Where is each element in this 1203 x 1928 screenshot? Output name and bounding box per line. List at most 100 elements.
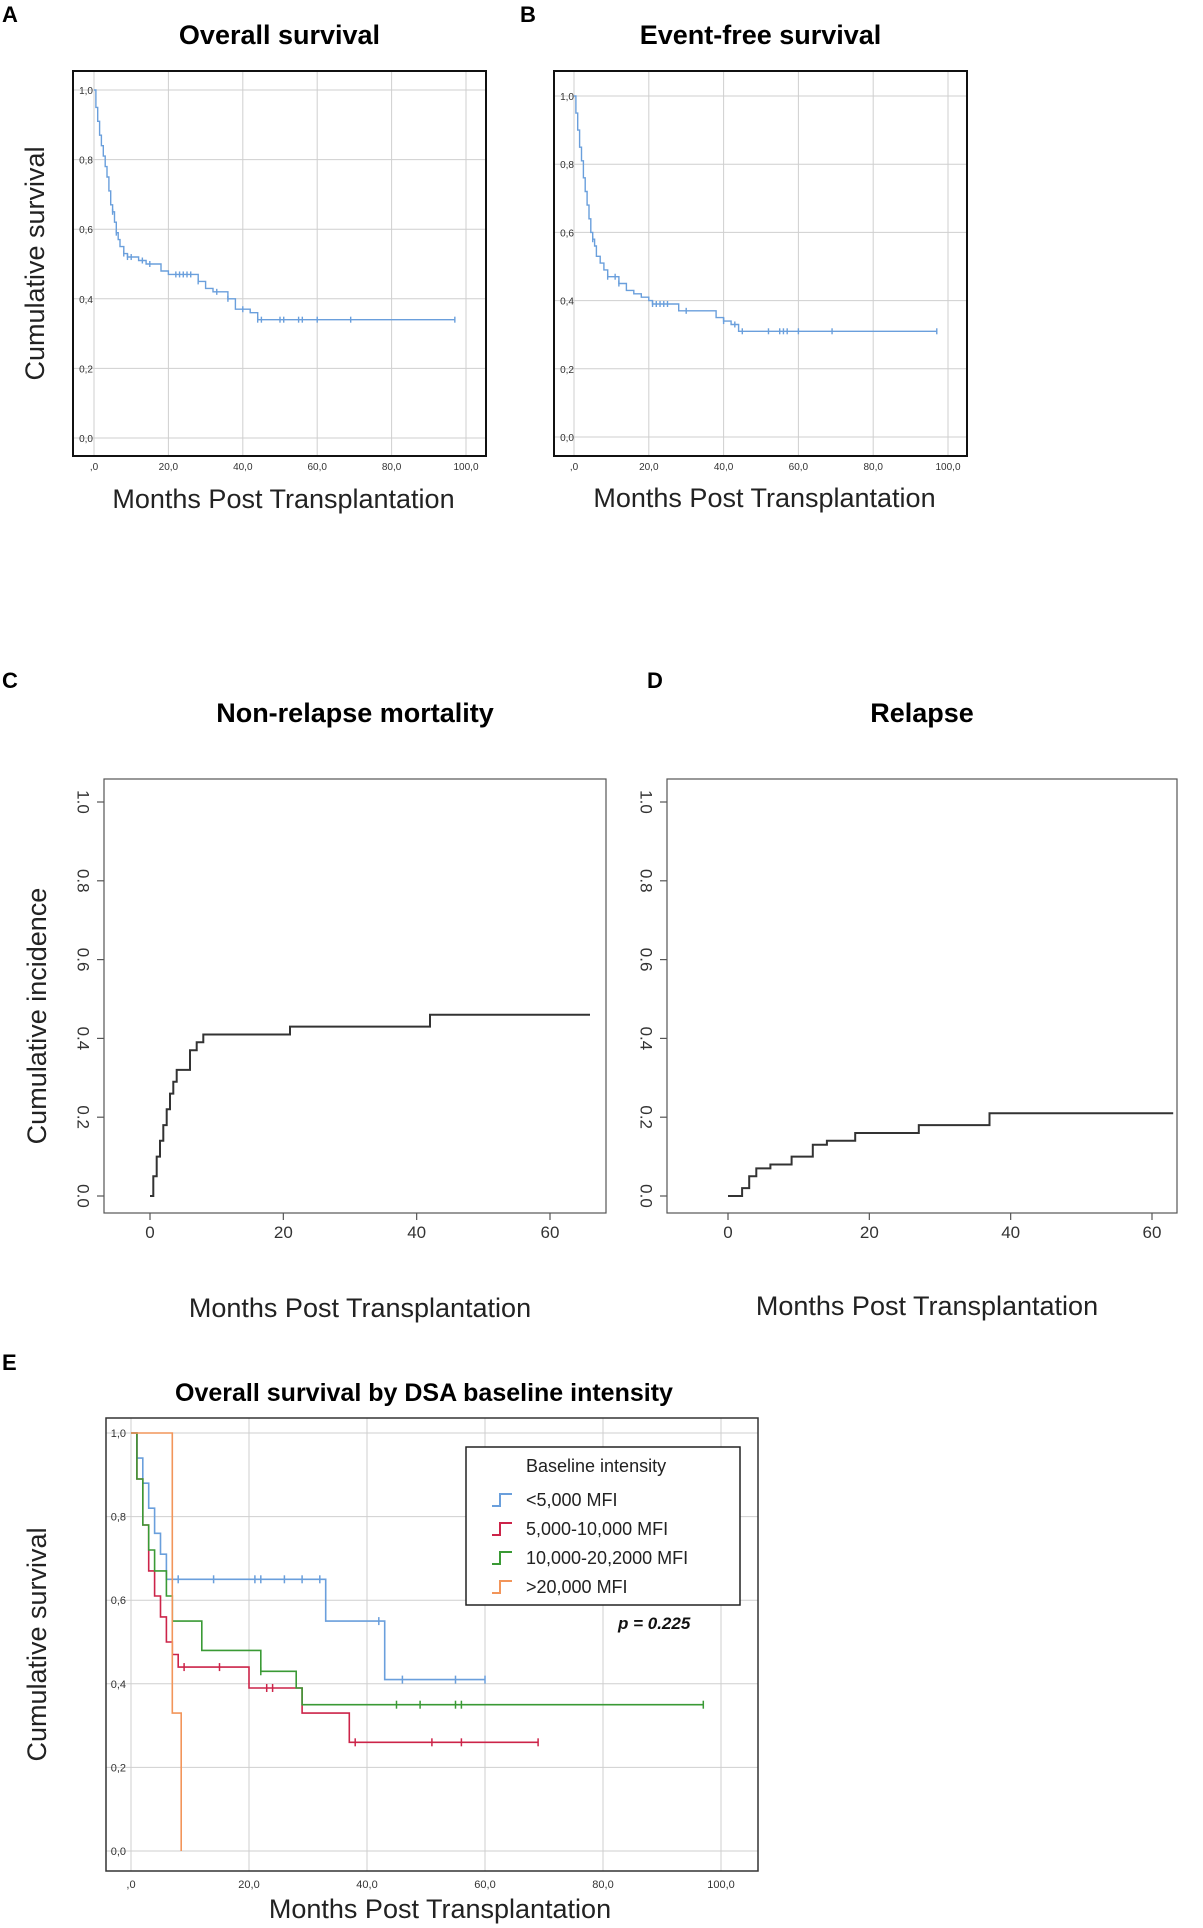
x-tick-label: 100,0 — [453, 462, 478, 473]
x-tick-label: 20 — [274, 1223, 293, 1242]
x-tick-label: ,0 — [126, 1879, 135, 1891]
x-tick-label: 60,0 — [474, 1879, 495, 1891]
x-tick-label: 40,0 — [714, 462, 734, 473]
y-tick-label: 0,6 — [111, 1595, 126, 1607]
y-tick-label: 0.4 — [74, 1027, 93, 1051]
x-tick-label: 80,0 — [863, 462, 883, 473]
x-tick-label: 40 — [1001, 1223, 1020, 1242]
y-tick-label: 0,4 — [79, 295, 93, 306]
panel-b-event-free-survival: B Event-free survival ,0 20,0 40,0 60,0 80,0 10… — [520, 2, 968, 513]
panel-letter: B — [520, 2, 536, 27]
y-tick-label: 0,4 — [111, 1679, 126, 1691]
x-axis-label: Months Post Transplantation — [112, 484, 454, 514]
panel-letter: C — [2, 668, 18, 693]
panel-c-non-relapse-mortality: C Non-relapse mortality 0 20 40 60 0.0 0.2 0.4 0.… — [2, 668, 607, 1323]
survival-curve-series-3 — [131, 1432, 704, 1706]
panel-title: Overall survival — [179, 20, 380, 50]
panel-letter: D — [647, 668, 663, 693]
x-tick-label: 20,0 — [238, 1879, 259, 1891]
y-tick-label: 0.6 — [637, 948, 656, 972]
x-tick-label: 40,0 — [356, 1879, 377, 1891]
plot-frame — [72, 70, 487, 457]
panel-letter: A — [2, 2, 18, 27]
y-tick-label: 0.0 — [74, 1184, 93, 1208]
y-tick-label: 0.2 — [74, 1105, 93, 1129]
x-tick-label: 20 — [860, 1223, 879, 1242]
survival-curve-series-1 — [131, 1432, 485, 1681]
legend-title: Baseline intensity — [526, 1456, 666, 1476]
incidence-curve — [728, 1112, 1174, 1197]
y-tick-label: 0.6 — [74, 948, 93, 972]
y-tick-label: 1,0 — [111, 1428, 126, 1440]
x-tick-label: 100,0 — [707, 1879, 735, 1891]
y-tick-label: 0,0 — [111, 1846, 126, 1858]
y-tick-label: 0,6 — [560, 228, 574, 239]
y-tick-label: 0,6 — [79, 225, 93, 236]
y-tick-label: 1.0 — [74, 790, 93, 814]
x-tick-label: 0 — [145, 1223, 154, 1242]
legend-label: <5,000 MFI — [526, 1490, 618, 1510]
legend-swatch — [492, 1580, 512, 1594]
plot-frame — [103, 778, 607, 1214]
y-tick-label: 1.0 — [637, 790, 656, 814]
panel-letter: E — [2, 1350, 17, 1375]
x-tick-label: 80,0 — [592, 1879, 613, 1891]
legend-box — [465, 1446, 741, 1606]
legend-label: 5,000-10,000 MFI — [526, 1519, 668, 1539]
panel-title: Event-free survival — [640, 20, 882, 50]
y-tick-label: 0,8 — [560, 160, 574, 171]
y-tick-label: 0.4 — [637, 1027, 656, 1051]
plot-frame — [666, 778, 1178, 1214]
y-tick-label: 0.8 — [637, 869, 656, 893]
legend-label: >20,000 MFI — [526, 1577, 628, 1597]
x-axis-label: Months Post Transplantation — [593, 483, 935, 513]
y-axis-label: Cumulative incidence — [22, 888, 52, 1145]
x-tick-label: 40 — [407, 1223, 426, 1242]
y-tick-label: 0.0 — [637, 1184, 656, 1208]
y-tick-label: 0,8 — [111, 1512, 126, 1524]
plot-frame — [105, 1417, 759, 1872]
panel-e-survival-by-dsa: E Overall survival by DSA baseline intens… — [2, 1350, 759, 1924]
survival-curve-series-4 — [131, 1432, 182, 1851]
x-tick-label: 20,0 — [639, 462, 659, 473]
x-axis-label: Months Post Transplantation — [756, 1291, 1098, 1321]
y-tick-label: 0,0 — [79, 434, 93, 445]
y-tick-label: 0,4 — [560, 297, 574, 308]
legend-label: 10,000-20,2000 MFI — [526, 1548, 688, 1568]
x-axis-label: Months Post Transplantation — [269, 1894, 611, 1924]
x-tick-label: 60,0 — [307, 462, 327, 473]
x-tick-label: ,0 — [90, 462, 99, 473]
x-tick-label: 100,0 — [935, 462, 960, 473]
panel-a-overall-survival: A Overall survival ,0 20,0 40,0 60,0 80,0 100,0… — [2, 2, 487, 514]
x-tick-label: 40,0 — [233, 462, 253, 473]
x-tick-label: 60 — [541, 1223, 560, 1242]
panel-d-relapse: D Relapse 0 20 40 60 0.0 0.2 0.4 0.6 0.8 1.0 Months … — [637, 668, 1178, 1321]
x-tick-label: 60,0 — [789, 462, 809, 473]
y-tick-label: 1,0 — [79, 86, 93, 97]
incidence-curve — [150, 1013, 590, 1197]
x-axis-label: Months Post Transplantation — [189, 1293, 531, 1323]
survival-curve — [94, 89, 455, 321]
y-axis-label: Cumulative survival — [22, 1527, 52, 1761]
x-tick-label: 0 — [723, 1223, 732, 1242]
y-tick-label: 0,8 — [79, 156, 93, 167]
y-tick-label: 0,2 — [560, 365, 574, 376]
y-axis-label: Cumulative survival — [20, 146, 50, 380]
panel-title: Overall survival by DSA baseline intensi… — [175, 1379, 673, 1407]
y-tick-label: 0,0 — [560, 433, 574, 444]
x-tick-label: 20,0 — [159, 462, 179, 473]
survival-curve — [574, 95, 937, 332]
p-value-annotation: p = 0.225 — [617, 1614, 691, 1633]
panel-title: Relapse — [870, 698, 974, 728]
legend-swatch — [492, 1522, 512, 1536]
y-tick-label: 0,2 — [111, 1762, 126, 1774]
y-tick-label: 0,2 — [79, 364, 93, 375]
x-tick-label: 80,0 — [382, 462, 402, 473]
plot-frame — [553, 70, 968, 457]
y-tick-label: 0.8 — [74, 869, 93, 893]
y-tick-label: 0.2 — [637, 1105, 656, 1129]
y-tick-label: 1,0 — [560, 92, 574, 103]
legend-swatch — [492, 1551, 512, 1565]
panel-title: Non-relapse mortality — [216, 698, 494, 728]
